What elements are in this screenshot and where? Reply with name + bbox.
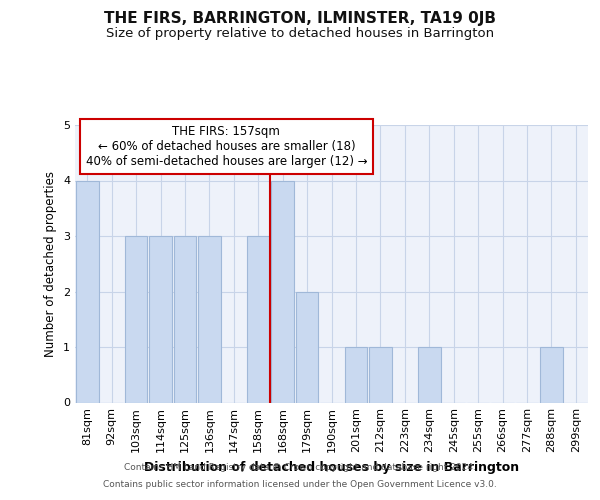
Y-axis label: Number of detached properties: Number of detached properties: [44, 171, 58, 357]
Bar: [173, 236, 196, 402]
Bar: [198, 236, 221, 402]
Text: THE FIRS, BARRINGTON, ILMINSTER, TA19 0JB: THE FIRS, BARRINGTON, ILMINSTER, TA19 0J…: [104, 11, 496, 26]
Text: THE FIRS: 157sqm
← 60% of detached houses are smaller (18)
40% of semi-detached : THE FIRS: 157sqm ← 60% of detached house…: [86, 125, 367, 168]
Bar: [149, 236, 172, 402]
Bar: [344, 347, 367, 403]
Text: Size of property relative to detached houses in Barrington: Size of property relative to detached ho…: [106, 28, 494, 40]
Bar: [247, 236, 269, 402]
Bar: [540, 347, 563, 403]
Bar: [271, 180, 294, 402]
Text: Contains public sector information licensed under the Open Government Licence v3: Contains public sector information licen…: [103, 480, 497, 489]
Bar: [76, 180, 98, 402]
Bar: [296, 292, 319, 403]
Bar: [369, 347, 392, 403]
X-axis label: Distribution of detached houses by size in Barrington: Distribution of detached houses by size …: [144, 461, 519, 474]
Bar: [125, 236, 148, 402]
Bar: [418, 347, 440, 403]
Text: Contains HM Land Registry data © Crown copyright and database right 2024.: Contains HM Land Registry data © Crown c…: [124, 464, 476, 472]
